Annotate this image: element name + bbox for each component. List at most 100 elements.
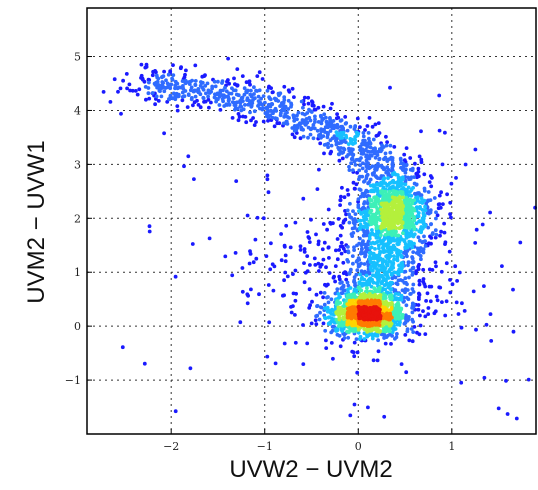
- data-point: [410, 310, 415, 315]
- data-point: [416, 174, 421, 179]
- data-point: [423, 239, 427, 244]
- data-point: [233, 103, 238, 108]
- data-point: [337, 158, 342, 163]
- data-point: [346, 192, 351, 197]
- data-point: [361, 218, 366, 223]
- data-point: [423, 204, 427, 209]
- data-point: [209, 100, 213, 105]
- data-point: [324, 283, 329, 288]
- data-point: [456, 312, 461, 316]
- data-point: [365, 286, 369, 290]
- data-points: [101, 56, 537, 421]
- data-point: [292, 119, 297, 123]
- data-point: [311, 103, 315, 108]
- data-point: [444, 299, 449, 304]
- data-point: [272, 264, 277, 269]
- data-point: [331, 221, 335, 226]
- data-point: [363, 138, 367, 143]
- data-point: [166, 72, 171, 77]
- data-point: [269, 108, 273, 113]
- data-point: [313, 263, 318, 267]
- data-point: [402, 239, 407, 244]
- data-point: [361, 152, 365, 156]
- data-point: [337, 312, 342, 317]
- data-point: [383, 249, 387, 254]
- data-point: [382, 242, 387, 247]
- data-point: [191, 103, 195, 108]
- data-point: [321, 104, 326, 109]
- data-point: [405, 254, 409, 259]
- data-point: [319, 127, 324, 131]
- data-point: [341, 271, 346, 276]
- data-point: [433, 260, 438, 265]
- data-point: [385, 246, 390, 250]
- data-point: [266, 85, 271, 90]
- data-point: [212, 79, 217, 84]
- data-point: [346, 287, 350, 292]
- data-point: [357, 209, 361, 213]
- data-point: [343, 115, 348, 119]
- data-point: [150, 73, 155, 78]
- data-point: [310, 299, 314, 304]
- data-point: [387, 301, 391, 306]
- data-point: [234, 179, 239, 184]
- data-point: [287, 116, 291, 120]
- data-point: [383, 232, 388, 237]
- data-point: [373, 300, 378, 304]
- data-point: [379, 233, 383, 238]
- data-point: [368, 199, 373, 203]
- data-point: [454, 300, 459, 305]
- data-point: [175, 104, 180, 108]
- data-point: [263, 100, 267, 105]
- data-point: [410, 301, 415, 306]
- data-point: [313, 117, 317, 122]
- data-point: [449, 215, 453, 220]
- data-point: [282, 108, 286, 113]
- data-point: [388, 280, 393, 285]
- data-point: [410, 306, 414, 310]
- data-point: [415, 214, 420, 219]
- data-point: [370, 332, 374, 337]
- data-point: [386, 195, 391, 199]
- data-point: [392, 196, 397, 200]
- data-point: [245, 301, 250, 306]
- data-point: [384, 143, 389, 148]
- data-point: [245, 292, 250, 297]
- data-point: [298, 121, 302, 126]
- data-point: [248, 100, 252, 104]
- data-point: [389, 293, 394, 298]
- data-point: [360, 147, 365, 152]
- data-point: [345, 313, 350, 318]
- data-point: [376, 239, 380, 244]
- data-point: [396, 182, 401, 186]
- data-point: [338, 136, 343, 140]
- data-point: [429, 184, 434, 189]
- data-point: [120, 345, 125, 350]
- data-point: [426, 190, 431, 194]
- data-point: [354, 337, 359, 341]
- data-point: [365, 260, 370, 264]
- data-point: [428, 210, 433, 215]
- data-point: [406, 317, 411, 322]
- data-point: [341, 126, 345, 131]
- data-point: [125, 86, 129, 91]
- data-point: [372, 151, 377, 156]
- data-point: [393, 189, 398, 194]
- data-point: [399, 297, 404, 302]
- data-point: [369, 279, 373, 283]
- data-point: [366, 194, 370, 198]
- data-point: [317, 133, 322, 138]
- data-point: [374, 271, 379, 276]
- data-point: [459, 380, 464, 385]
- data-point: [392, 180, 397, 185]
- data-point: [355, 116, 360, 121]
- data-point: [422, 172, 427, 177]
- data-point: [173, 97, 178, 102]
- data-point: [254, 120, 258, 124]
- data-point: [266, 118, 270, 123]
- data-point: [394, 192, 399, 197]
- data-point: [124, 72, 129, 76]
- data-point: [338, 233, 343, 238]
- data-point: [140, 76, 145, 81]
- data-point: [368, 177, 373, 182]
